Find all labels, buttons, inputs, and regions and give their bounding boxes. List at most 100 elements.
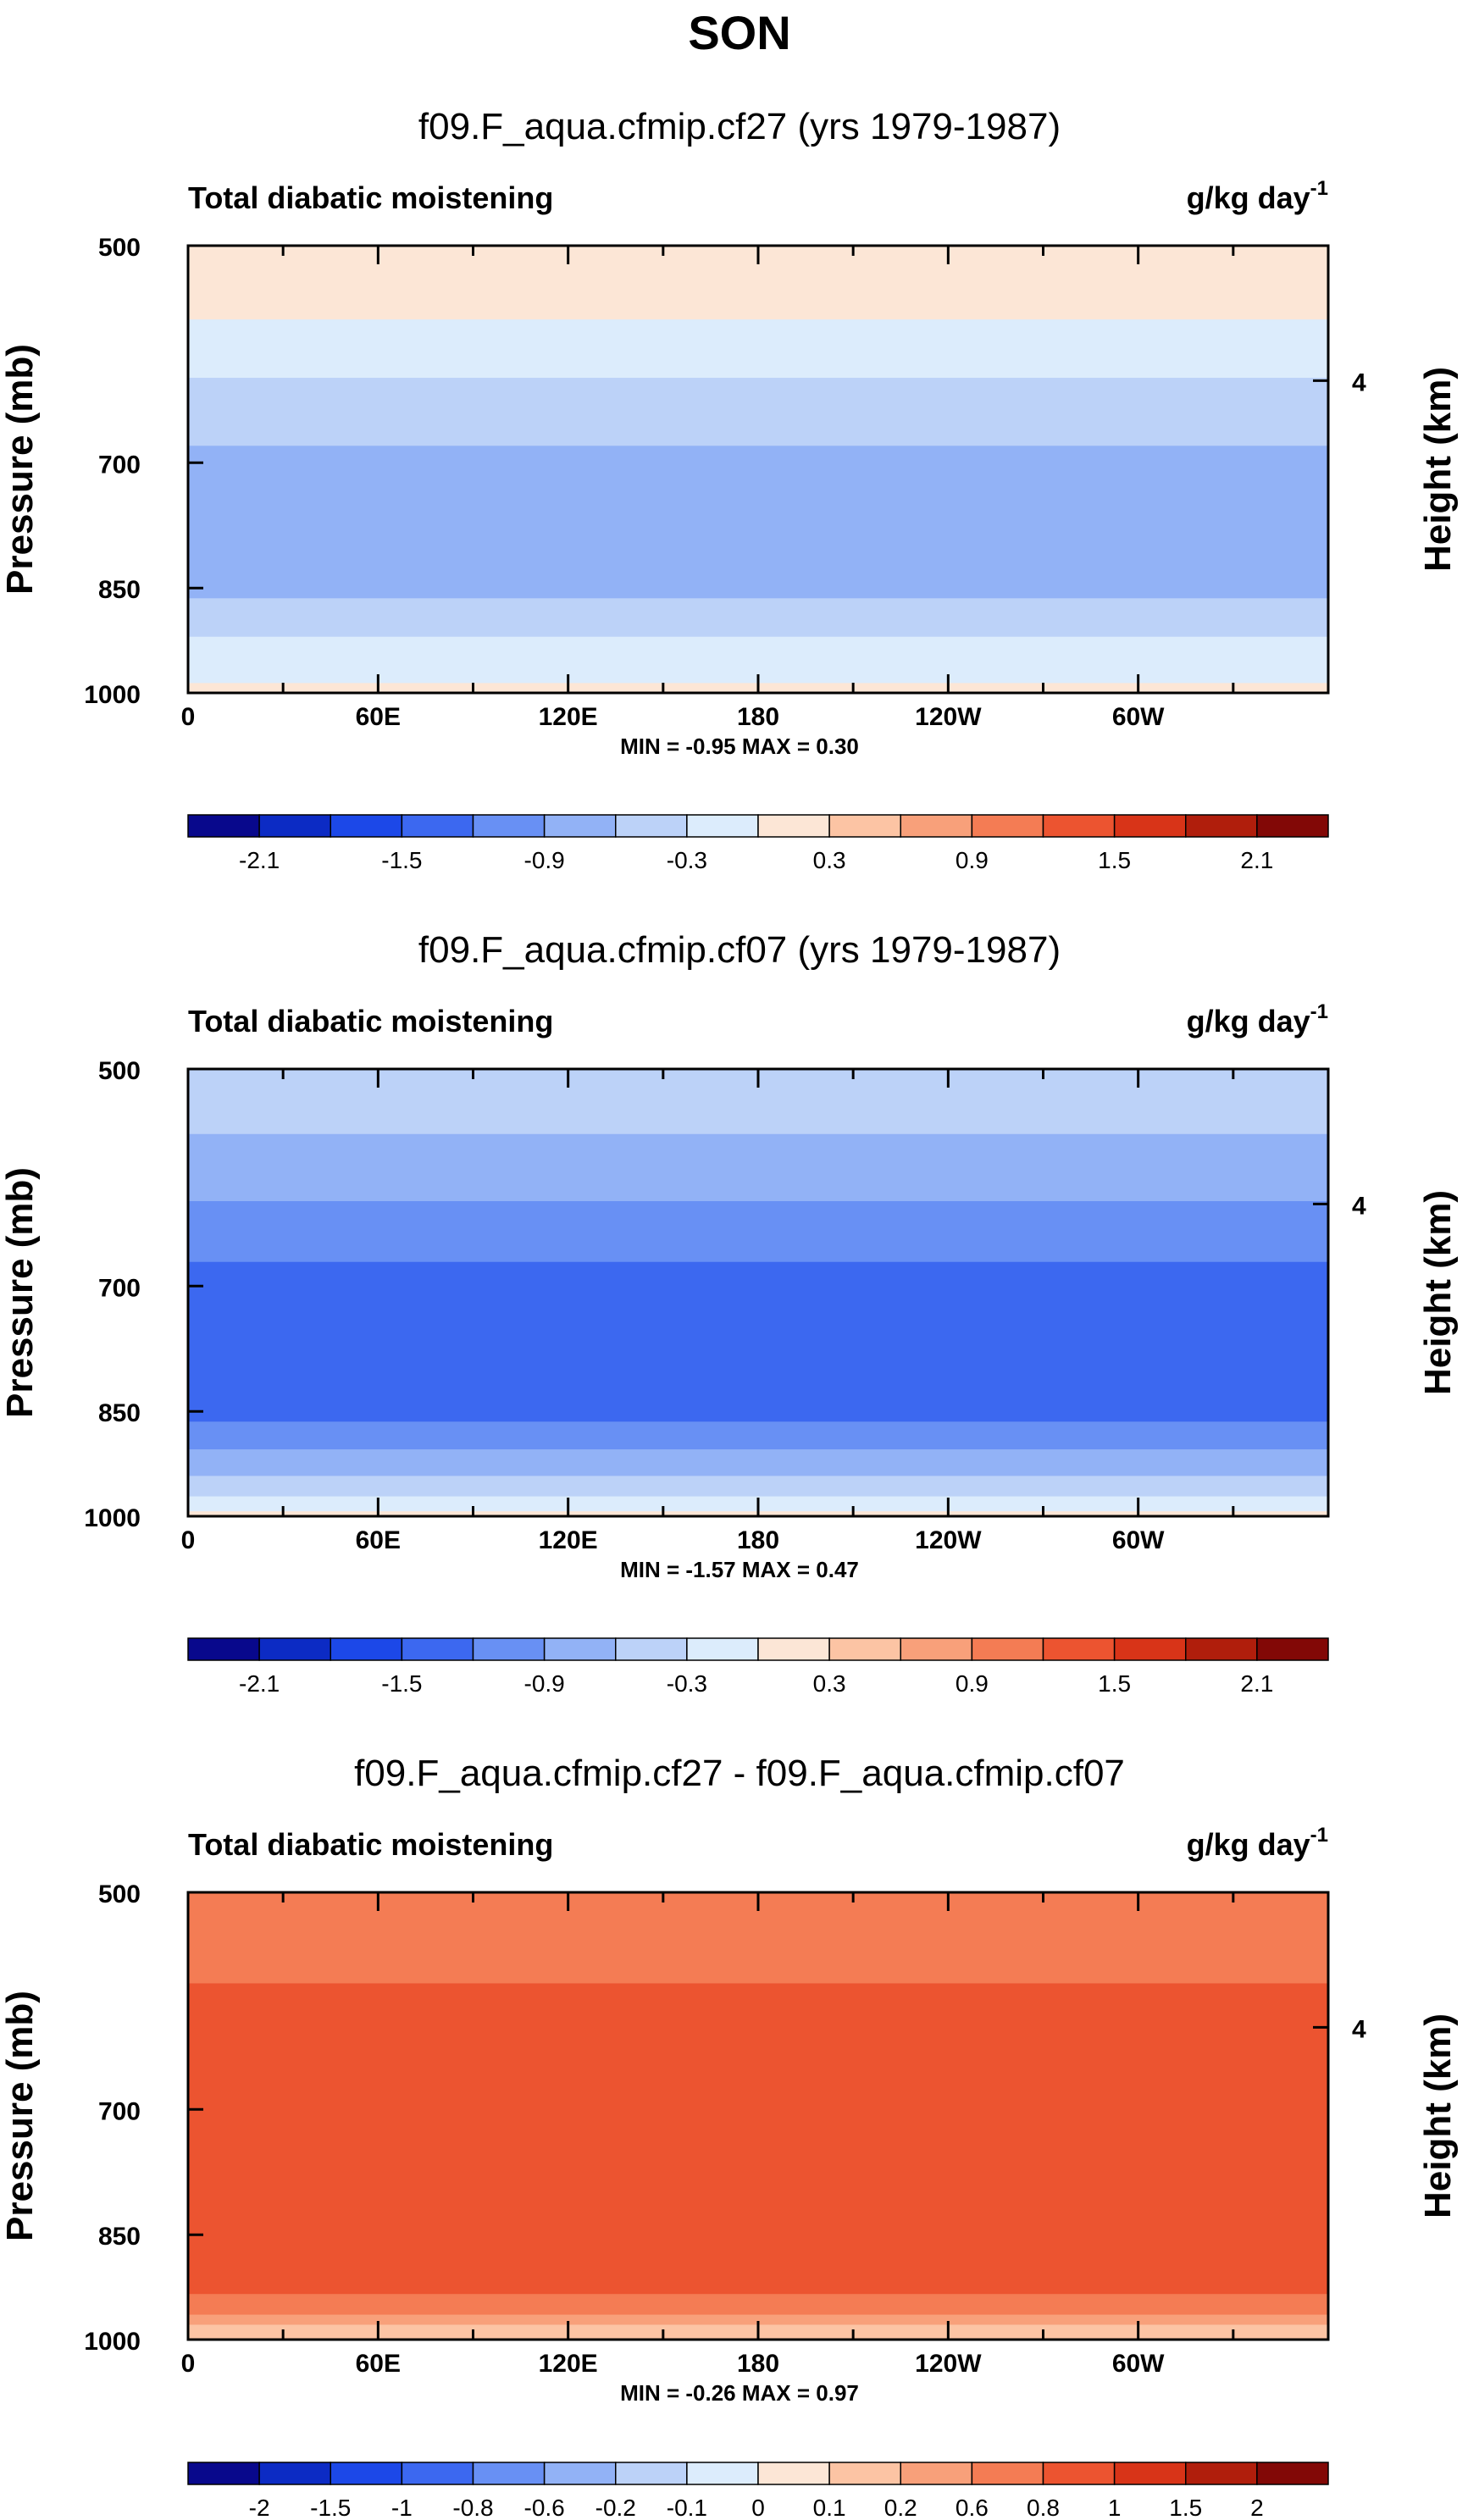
contour-band xyxy=(188,1168,1328,1177)
y-tick-label: 850 xyxy=(98,2223,141,2251)
x-tick-label: 0 xyxy=(181,2350,196,2378)
contour-band xyxy=(188,526,1328,534)
colorbar-swatch xyxy=(1185,1637,1258,1661)
left-label: Total diabatic moistening xyxy=(188,1827,553,1862)
x-tick-label: 180 xyxy=(737,1526,779,1554)
panel-cf27: f09.F_aqua.cfmip.cf27 (yrs 1979-1987) Tot… xyxy=(0,106,1459,873)
colorbar-swatch xyxy=(686,814,759,838)
colorbar-label: 0.2 xyxy=(884,2495,917,2520)
contour-band xyxy=(188,446,1328,454)
contour-band xyxy=(188,2239,1328,2246)
colorbar-swatch xyxy=(828,814,901,838)
height-axis-title: Height (km) xyxy=(1417,367,1459,572)
units-label: g/kg day-1 xyxy=(1187,177,1328,215)
contour-band xyxy=(188,2210,1328,2217)
contour-band xyxy=(188,1415,1328,1422)
contour-band xyxy=(188,2250,1328,2257)
colorbar-swatch xyxy=(1113,814,1187,838)
colorbar-swatch xyxy=(757,1637,830,1661)
contour-band xyxy=(188,302,1328,312)
contour-band xyxy=(188,586,1328,594)
panel-title: f09.F_aqua.cfmip.cf07 (yrs 1979-1987) xyxy=(418,929,1061,971)
colorbar-swatch xyxy=(1185,2462,1258,2485)
contour-band xyxy=(188,2153,1328,2162)
units-exponent: -1 xyxy=(1310,1000,1328,1023)
colorbar-label: 0.1 xyxy=(813,2495,846,2520)
contour-band xyxy=(188,1991,1328,2001)
colorbar-swatch xyxy=(330,814,403,838)
panel-title: f09.F_aqua.cfmip.cf27 (yrs 1979-1987) xyxy=(418,106,1061,147)
contour-band xyxy=(188,1304,1328,1312)
contour-band xyxy=(188,319,1328,329)
contour-band xyxy=(188,416,1328,425)
colorbar-swatch xyxy=(1256,2462,1329,2485)
contour-band xyxy=(188,2134,1328,2141)
contour-band xyxy=(188,2120,1328,2129)
contour-band xyxy=(188,1224,1328,1233)
y-tick-label: 700 xyxy=(98,1274,141,1302)
contour-band xyxy=(188,1133,1328,1144)
contour-band xyxy=(188,1911,1328,1922)
contour-band xyxy=(188,2063,1328,2072)
x-tick-label: 60W xyxy=(1112,703,1165,731)
min-max-stats: MIN = -1.57 MAX = 0.47 xyxy=(620,1557,859,1582)
colorbar-swatch xyxy=(187,2462,260,2485)
contour-band xyxy=(188,2273,1328,2279)
contour-band xyxy=(188,1297,1328,1305)
colorbar-label: -0.9 xyxy=(524,1670,565,1697)
contour-band xyxy=(188,513,1328,521)
x-tick-label: 60W xyxy=(1112,2350,1165,2378)
colorbar-swatch xyxy=(1042,1637,1116,1661)
y-tick-label: 850 xyxy=(98,1399,141,1427)
contour-band xyxy=(188,1432,1328,1439)
contour-band xyxy=(188,1449,1328,1455)
colorbar-label: 0.9 xyxy=(956,1670,989,1697)
contour-band xyxy=(188,1283,1328,1291)
contour-band xyxy=(188,274,1328,285)
height-tick-label: 4 xyxy=(1352,1192,1366,1220)
colorbar-swatch xyxy=(187,1637,260,1661)
colorbar-swatch xyxy=(828,1637,901,1661)
contour-band xyxy=(188,1276,1328,1284)
contour-band xyxy=(188,1106,1328,1117)
colorbar-swatch xyxy=(1042,814,1116,838)
colorbar-label: 0.8 xyxy=(1027,2495,1060,2520)
contour-band xyxy=(188,1201,1328,1210)
height-tick-label: 4 xyxy=(1352,368,1366,396)
colorbar-label: -0.3 xyxy=(667,847,707,873)
contour-band xyxy=(188,1317,1328,1325)
colorbar-swatch xyxy=(900,1637,973,1661)
colorbar-swatch xyxy=(900,814,973,838)
contour-band xyxy=(188,2024,1328,2033)
colorbar-swatch xyxy=(900,2462,973,2485)
contour-band xyxy=(188,2294,1328,2300)
contour-band xyxy=(188,1216,1328,1226)
contour-band xyxy=(188,1269,1328,1277)
contour-band xyxy=(188,2256,1328,2262)
contour-band xyxy=(188,2099,1328,2107)
colorbar-label: 1.5 xyxy=(1098,847,1131,873)
colorbar-swatch xyxy=(1185,814,1258,838)
units-exponent: -1 xyxy=(1310,1824,1328,1847)
contour-band xyxy=(188,2141,1328,2148)
left-label: Total diabatic moistening xyxy=(188,180,553,215)
colorbar-swatch xyxy=(187,814,260,838)
colorbar-swatch xyxy=(1113,2462,1187,2485)
contour-band xyxy=(188,1398,1328,1405)
colorbar-swatch xyxy=(472,814,546,838)
contour-band xyxy=(188,2288,1328,2295)
contour-band xyxy=(188,569,1328,576)
panel-difference: f09.F_aqua.cfmip.cf27 - f09.F_aqua.cfmip… xyxy=(0,1753,1459,2520)
x-tick-label: 60W xyxy=(1112,1526,1165,1554)
panel-title: f09.F_aqua.cfmip.cf27 - f09.F_aqua.cfmip… xyxy=(354,1753,1125,1794)
x-tick-label: 60E xyxy=(356,2350,401,2378)
contour-band xyxy=(188,1151,1328,1161)
x-tick-label: 120W xyxy=(915,703,982,731)
contour-field xyxy=(188,1892,1328,2340)
contour-band xyxy=(188,424,1328,432)
contour-band xyxy=(188,1393,1328,1399)
y-tick-label: 1000 xyxy=(84,1504,141,1532)
colorbar-label: -1.5 xyxy=(310,2495,351,2520)
contour-band xyxy=(188,1177,1328,1186)
contour-band xyxy=(188,1337,1328,1344)
